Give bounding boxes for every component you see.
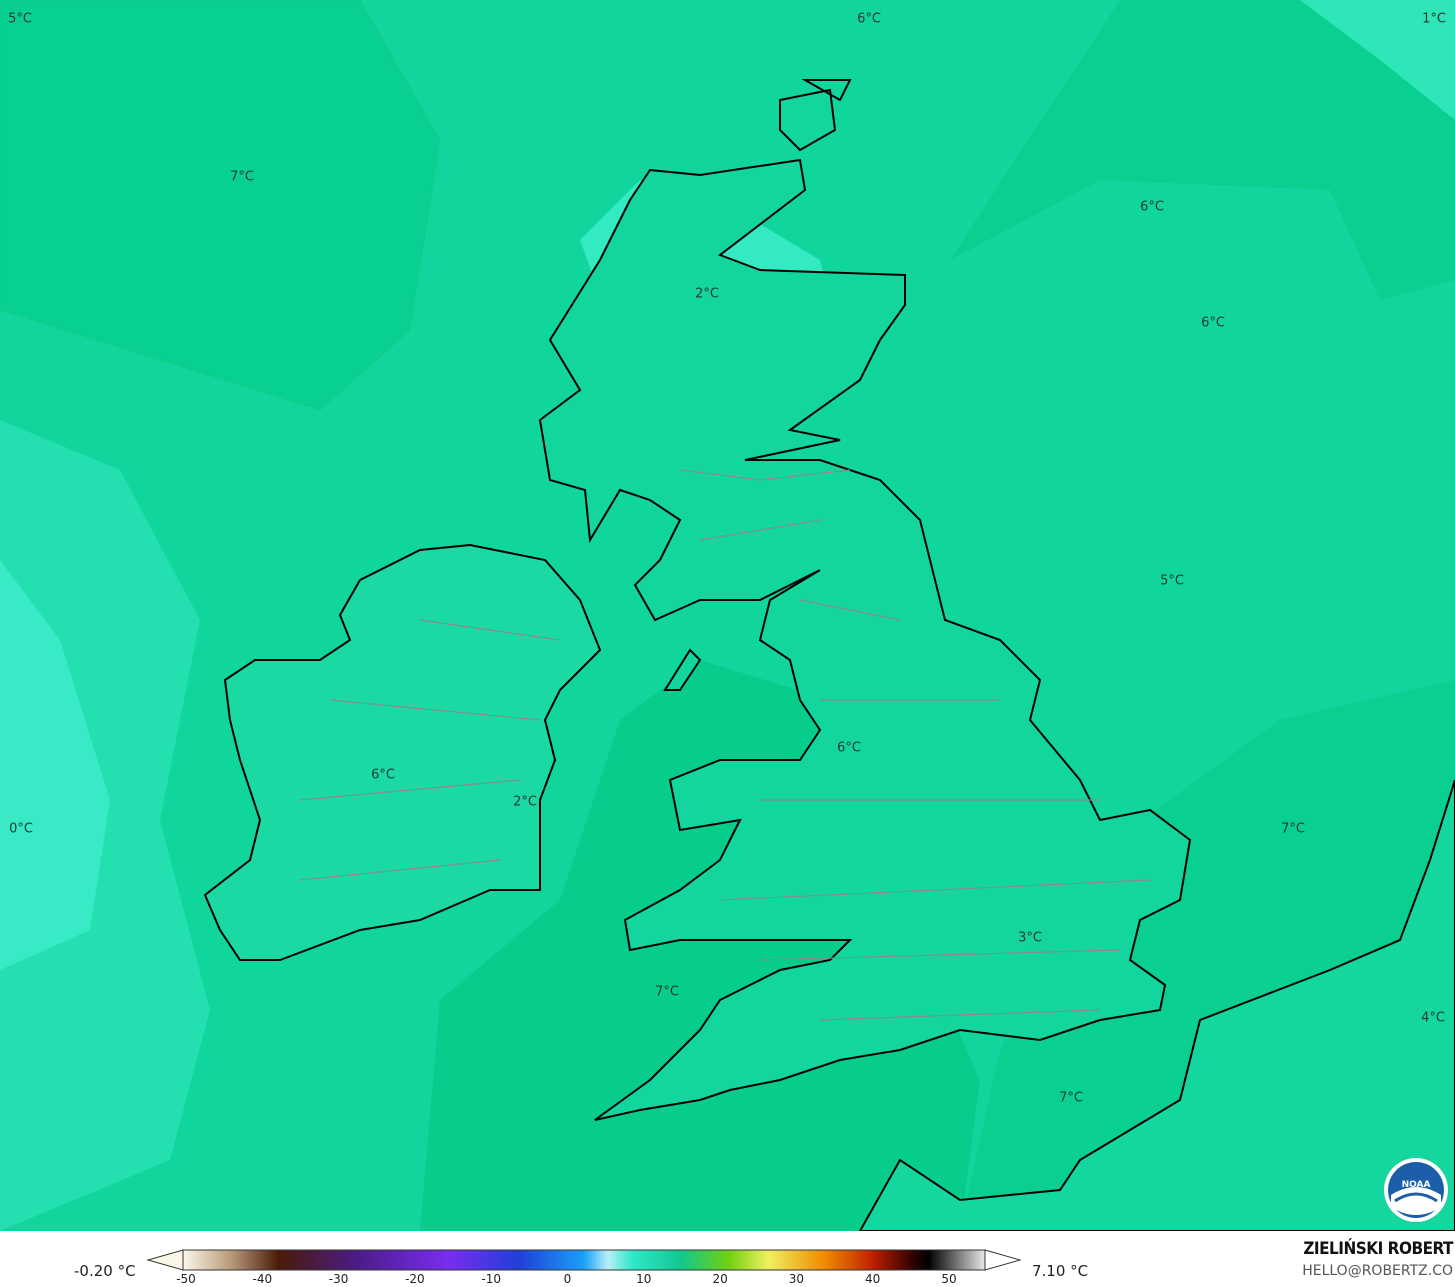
author-email: HELLO@ROBERTZ.CO (1302, 1263, 1453, 1279)
contour-label: 6°C (857, 11, 881, 27)
contour-label: 7°C (1059, 1090, 1083, 1106)
colorbar-tick-label: 40 (865, 1272, 881, 1286)
colorbar-tick-label: 10 (636, 1272, 652, 1286)
contour-label: 1°C (1422, 11, 1446, 27)
colorbar-tick-label: -10 (481, 1272, 501, 1286)
ireland-coastline (203, 543, 602, 961)
admin-borders (299, 469, 1151, 1021)
colorbar-tick-label: 30 (788, 1272, 805, 1286)
contour-label: 6°C (1201, 315, 1225, 331)
colorbar-tick-label: -20 (405, 1272, 425, 1286)
contour-label: 0°C (9, 821, 33, 837)
isle-of-man (663, 648, 702, 691)
coldest-region-west (0, 560, 110, 970)
contour-label: 2°C (513, 794, 537, 810)
svg-text:NOAA: NOAA (1402, 1180, 1431, 1190)
colorbar (146, 1249, 1022, 1271)
warm-region-nw (0, 0, 441, 411)
contour-label: 7°C (655, 984, 679, 1000)
author-credit: ZIELIŃSKI ROBERT (1303, 1239, 1453, 1259)
colorbar-tick-label: 0 (563, 1272, 572, 1286)
colorbar-min-label: -0.20 °C (74, 1262, 136, 1280)
colorbar-max-label: 7.10 °C (1032, 1262, 1089, 1280)
contour-label: 3°C (1018, 930, 1042, 946)
contour-label: 5°C (8, 11, 32, 27)
contour-label: 4°C (1421, 1010, 1445, 1026)
colorbar-tick-label: 20 (712, 1272, 728, 1286)
orkney-shetland (779, 79, 852, 152)
contour-label: 2°C (695, 286, 719, 302)
contour-label: 6°C (837, 740, 861, 756)
cool-region-ne (1300, 0, 1455, 120)
contour-label: 6°C (1140, 199, 1164, 215)
colorbar-tick-label: -40 (252, 1272, 273, 1286)
contour-label: 5°C (1160, 573, 1184, 589)
great-britain-coastline (538, 158, 1192, 1121)
colorbar-tick-label: 50 (941, 1272, 957, 1286)
contour-label: 6°C (371, 767, 395, 783)
colorbar-tick-label: -30 (328, 1272, 349, 1286)
france-benelux-coastline (858, 779, 1455, 1231)
contour-label: 7°C (1281, 821, 1305, 837)
contour-label: 7°C (230, 169, 254, 185)
temperature-map (0, 0, 1455, 1231)
noaa-logo: NOAA (1384, 1158, 1448, 1222)
colorbar-tick-label: -50 (176, 1272, 196, 1286)
